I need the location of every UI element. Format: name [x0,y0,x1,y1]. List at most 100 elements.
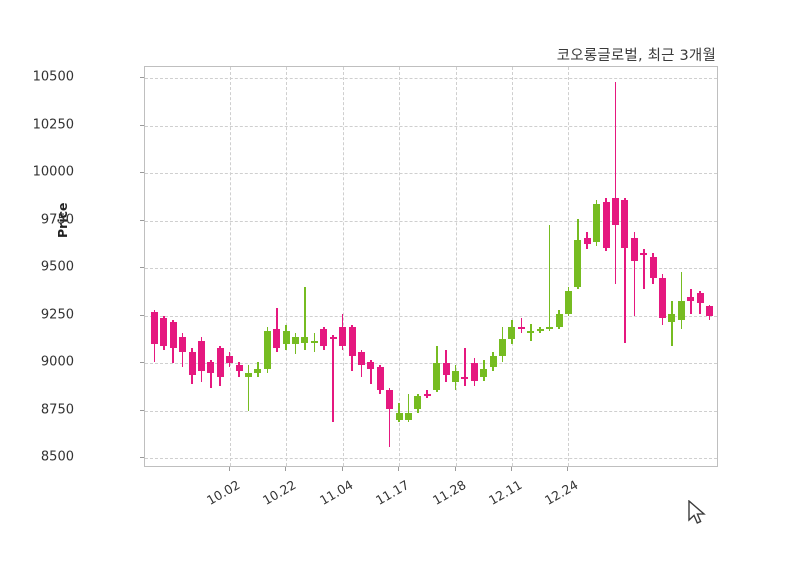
candlestick [706,67,714,468]
candlestick [282,67,290,468]
y-tick-mark [140,314,144,316]
candle-body [414,395,422,410]
candle-body [546,327,554,330]
candle-body [583,238,591,244]
candle-body [160,317,168,347]
candlestick [668,67,676,468]
candlestick [461,67,469,468]
candle-body [517,327,525,330]
y-tick-mark [140,362,144,364]
y-tick-mark [140,77,144,79]
candle-body [593,203,601,242]
candle-body [527,331,535,334]
y-tick-mark [140,457,144,459]
candlestick [386,67,394,468]
candle-body [235,365,243,372]
candle-wick [388,388,391,448]
candle-body [687,296,695,301]
x-tick-mark [398,467,400,471]
candle-body [301,336,309,343]
candle-body [292,336,300,345]
y-tick-mark [140,409,144,411]
candlestick-series [145,67,717,466]
candle-body [339,327,347,347]
candlestick [395,67,403,468]
y-tick-label: 9250 [40,307,74,323]
candle-wick [642,249,645,290]
candlestick [640,67,648,468]
x-tick-label: 10.22 [260,477,299,508]
candlestick [404,67,412,468]
candlestick [696,67,704,468]
candlestick [348,67,356,468]
candle-body [696,293,704,303]
candlestick [527,67,535,468]
candle-body [480,369,488,377]
candlestick [254,67,262,468]
candlestick [630,67,638,468]
candlestick [649,67,657,468]
x-tick-mark [510,467,512,471]
candlestick [442,67,450,468]
chart-title: 코오롱글로벌, 최근 3개월 [556,48,716,64]
y-tick-label: 10500 [32,69,74,85]
candle-body [640,253,648,256]
candlestick [480,67,488,468]
candle-body [179,336,187,353]
candlestick [197,67,205,468]
candlestick [310,67,318,468]
candlestick [611,67,619,468]
mouse-cursor-icon [688,500,706,524]
candle-wick [614,82,617,284]
candle-body [386,390,394,410]
candle-wick [332,334,334,423]
candle-wick [247,365,250,411]
y-tick-mark [140,219,144,221]
candlestick [677,67,685,468]
x-tick-mark [228,467,230,471]
candlestick [376,67,384,468]
candlestick [207,67,215,468]
candle-wick [370,359,372,385]
x-tick-mark [454,467,456,471]
candle-body [169,321,177,349]
candlestick [339,67,347,468]
candlestick [508,67,516,468]
candlestick [414,67,422,468]
candlestick [226,67,234,468]
candle-body [188,352,196,375]
candle-body [677,300,685,320]
candlestick [470,67,478,468]
candle-body [508,327,516,339]
candle-body [273,329,281,349]
x-tick-label: 12.11 [485,477,525,508]
candle-body [423,393,431,396]
candlestick [687,67,695,468]
y-tick-mark [140,172,144,174]
candlestick [169,67,177,468]
candle-wick [210,359,212,389]
candlestick [357,67,365,468]
candle-wick [624,198,626,343]
y-tick-label: 8500 [40,449,74,465]
candle-body [499,338,507,356]
candle-body [216,348,224,377]
x-tick-mark [285,467,287,471]
candle-body [310,340,318,343]
y-tick-label: 9500 [40,259,74,275]
candle-body [630,238,638,261]
candle-body [574,239,582,288]
candle-body [706,306,714,316]
candlestick [329,67,337,468]
candle-body [470,363,478,381]
candle-wick [257,361,259,377]
candle-body [555,314,563,328]
candlestick [245,67,252,468]
candle-body [621,200,629,248]
candlestick [499,67,507,468]
candlestick [593,67,601,468]
candlestick [235,67,243,468]
candlestick [367,67,375,468]
candlestick [517,67,525,468]
candlestick [536,67,544,468]
